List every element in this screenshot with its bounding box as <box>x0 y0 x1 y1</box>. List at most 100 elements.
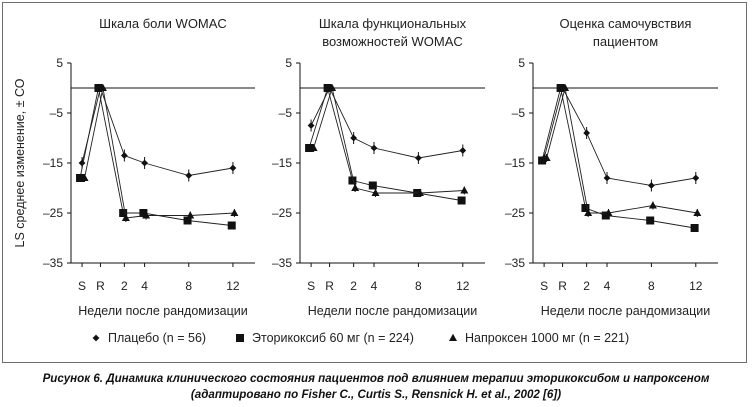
legend-label-placebo: Плацебо (n = 56) <box>108 331 206 345</box>
point-etoricoxib <box>556 84 565 92</box>
y-tick-label: –35 <box>505 256 525 270</box>
point-etoricoxib <box>646 216 655 225</box>
point-etoricoxib <box>76 174 85 182</box>
series-line-placebo <box>310 86 463 159</box>
point-naproxen <box>121 213 130 221</box>
y-tick-label: 5 <box>285 56 292 70</box>
point-placebo <box>370 144 378 152</box>
point-etoricoxib <box>227 221 236 230</box>
y-tick-label: –25 <box>272 206 292 220</box>
x-tick-label: 12 <box>226 279 240 293</box>
figure-caption: Рисунок 6. Динамика клинического состоян… <box>42 372 710 401</box>
point-etoricoxib <box>119 209 128 217</box>
x-tick-label: R <box>96 279 105 293</box>
point-etoricoxib <box>139 209 148 217</box>
point-placebo <box>648 182 655 189</box>
y-tick-label: –35 <box>43 256 63 270</box>
figure-frame <box>2 2 747 363</box>
point-etoricoxib <box>690 224 699 232</box>
legend-label-naproxen: Напроксен 1000 мг (n = 221) <box>465 331 629 345</box>
y-tick-label: –25 <box>43 206 63 220</box>
legend-marker-etoricoxib <box>236 334 244 342</box>
point-etoricoxib <box>457 196 466 205</box>
point-naproxen <box>371 188 380 196</box>
y-axis-title: LS среднее изменение, ± СО <box>13 78 27 247</box>
point-etoricoxib <box>538 156 547 165</box>
x-axis-title: Недели после рандомизации <box>541 304 710 318</box>
point-etoricoxib <box>348 176 357 185</box>
series-line-placebo <box>543 86 696 186</box>
y-tick-label: 5 <box>56 56 63 70</box>
point-naproxen <box>328 83 337 91</box>
panel-3: Оценка самочувствия пациентом 5 –5 –15 –25 –35… <box>505 16 718 318</box>
x-axis-title: Недели после рандомизации <box>308 304 477 318</box>
panel-title: Оценка самочувствия <box>560 16 692 31</box>
point-placebo <box>603 174 611 182</box>
y-tick-label: –15 <box>272 156 292 170</box>
series-line-etoricoxib <box>79 87 232 226</box>
point-naproxen <box>693 208 702 216</box>
series-line-naproxen <box>84 87 235 219</box>
point-naproxen <box>351 183 360 191</box>
y-tick-label: –5 <box>279 106 293 120</box>
x-tick-label: 8 <box>415 279 422 293</box>
point-naproxen <box>230 208 239 216</box>
series-line-etoricoxib <box>308 86 462 201</box>
point-placebo <box>78 159 86 167</box>
point-etoricoxib <box>581 204 590 212</box>
series-line-naproxen <box>313 86 465 194</box>
x-tick-label: 4 <box>604 279 611 293</box>
x-tick-label: S <box>540 279 548 293</box>
x-tick-label: 12 <box>456 279 470 293</box>
x-tick-label: 8 <box>185 279 192 293</box>
point-etoricoxib <box>183 216 192 225</box>
panel-title: возможностей WOMAC <box>322 34 463 49</box>
x-tick-label: R <box>558 279 567 293</box>
point-naproxen <box>415 188 424 196</box>
legend-marker-naproxen <box>449 333 457 341</box>
series-line-etoricoxib <box>541 87 695 229</box>
point-placebo <box>459 147 467 154</box>
panel-title: пациентом <box>593 34 658 49</box>
point-naproxen <box>80 173 89 181</box>
x-tick-label: 8 <box>648 279 655 293</box>
point-placebo <box>415 154 422 162</box>
point-naproxen <box>604 208 613 216</box>
legend: Плацебо (n = 56) Эторикоксиб 60 мг (n = 2… <box>92 331 629 345</box>
x-tick-label: 2 <box>121 279 128 293</box>
x-tick-label: 12 <box>689 279 703 293</box>
y-tick-label: 5 <box>518 56 525 70</box>
point-placebo <box>350 134 358 142</box>
point-placebo <box>229 164 237 172</box>
series-line-naproxen <box>546 87 698 214</box>
point-etoricoxib <box>323 84 332 92</box>
point-naproxen <box>584 208 593 216</box>
legend-label-etoricoxib: Эторикоксиб 60 мг (n = 224) <box>252 331 414 345</box>
y-tick-label: –5 <box>50 106 64 120</box>
point-placebo <box>141 159 148 167</box>
point-naproxen <box>542 153 551 161</box>
panel-title: Шкала боли WOMAC <box>99 16 227 31</box>
y-tick-label: –25 <box>505 206 525 220</box>
y-tick-label: –15 <box>505 156 525 170</box>
point-naproxen <box>98 83 107 91</box>
x-tick-label: 2 <box>350 279 357 293</box>
point-etoricoxib <box>368 181 377 190</box>
point-etoricoxib <box>305 144 314 152</box>
x-tick-label: 4 <box>141 279 148 293</box>
legend-marker-placebo <box>92 334 100 342</box>
x-tick-label: S <box>78 279 86 293</box>
x-axis-title: Недели после рандомизации <box>78 304 247 318</box>
panel-title: Шкала функциональных <box>319 16 467 31</box>
point-placebo <box>692 174 700 182</box>
series-line-placebo <box>81 86 233 176</box>
x-tick-label: 2 <box>583 279 590 293</box>
point-placebo <box>583 129 591 137</box>
point-naproxen <box>561 83 570 91</box>
x-tick-label: S <box>307 279 315 293</box>
point-etoricoxib <box>94 84 103 92</box>
x-tick-label: 4 <box>371 279 378 293</box>
panel-2: Шкала функциональных возможностей WOMAC 5 –… <box>272 16 485 318</box>
point-naproxen <box>142 211 151 219</box>
